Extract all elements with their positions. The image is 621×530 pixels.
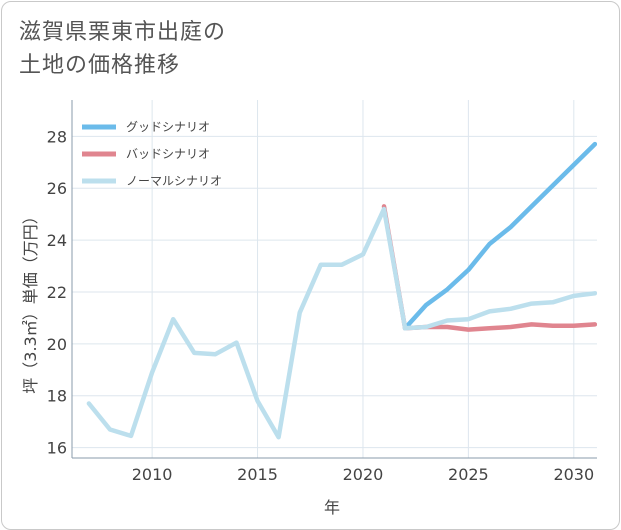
legend-label: バッドシナリオ [126, 147, 210, 161]
title-line-2: 土地の価格推移 [19, 53, 181, 78]
tick-labels: 16 18 20 22 24 26 28 2010 2015 2020 2025 2030 [47, 127, 595, 484]
chart-title: 滋賀県栗東市出庭の 土地の価格推移 [19, 16, 226, 82]
y-axis-label: 坪（3.3㎡）単価（万円） [21, 208, 40, 393]
series-lines [86, 141, 597, 440]
x-axis-label: 年 [324, 498, 340, 517]
y-tick-label: 18 [47, 387, 67, 406]
axes [71, 100, 597, 459]
legend-bad-scenario: バッドシナリオ [82, 147, 210, 161]
x-tick-label: 2015 [237, 465, 278, 484]
good-scenario-line [402, 141, 597, 331]
x-tick-label: 2025 [448, 465, 489, 484]
legend-label: グッドシナリオ [126, 120, 210, 134]
legend-normal-scenario: ノーマルシナリオ [82, 174, 222, 188]
x-tick-label: 2030 [553, 465, 594, 484]
legend-good-scenario: グッドシナリオ [82, 120, 210, 134]
y-tick-label: 28 [47, 127, 67, 146]
x-tick-label: 2020 [343, 465, 384, 484]
title-line-1: 滋賀県栗東市出庭の [19, 20, 227, 45]
y-tick-label: 16 [47, 439, 67, 458]
y-tick-label: 22 [47, 283, 67, 302]
y-tick-label: 26 [47, 179, 67, 198]
y-tick-label: 20 [47, 335, 67, 354]
y-tick-label: 24 [47, 231, 67, 250]
normal-scenario-line [86, 206, 597, 440]
legend-label: ノーマルシナリオ [126, 174, 222, 188]
x-tick-label: 2010 [132, 465, 173, 484]
grid [72, 100, 597, 458]
